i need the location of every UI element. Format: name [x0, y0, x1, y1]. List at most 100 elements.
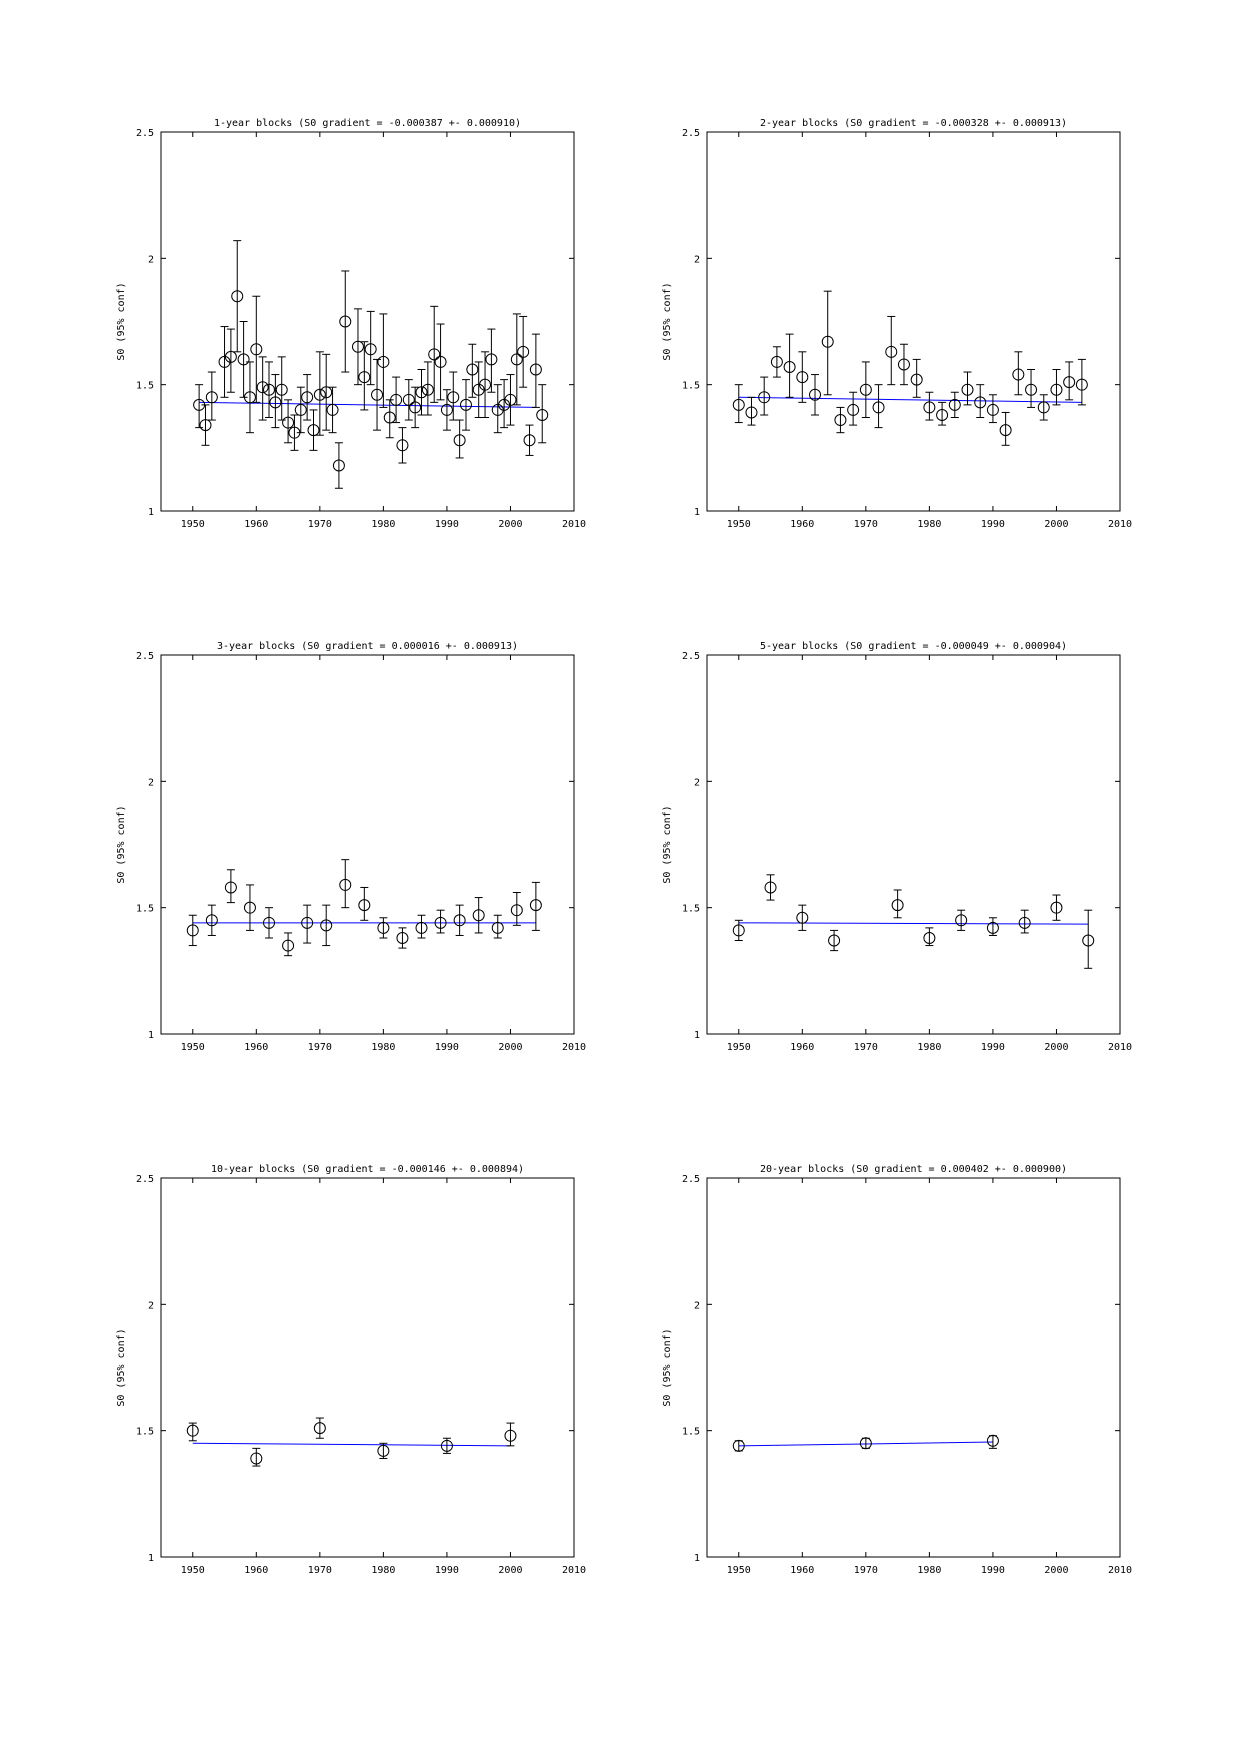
y-tick-label: 2.5	[136, 651, 154, 662]
data-point	[440, 403, 453, 416]
plot-frame	[706, 131, 1121, 512]
x-tick-label: 1990	[435, 519, 459, 530]
data-point	[459, 398, 472, 411]
fit-line	[738, 396, 1082, 403]
x-tick-label: 1980	[371, 1565, 395, 1576]
x-tick-label: 1990	[981, 519, 1005, 530]
data-point	[186, 924, 199, 937]
y-tick-label: 1	[694, 1553, 700, 1564]
y-tick-label: 1	[694, 1030, 700, 1041]
data-point	[256, 381, 269, 394]
x-tick-label: 1970	[308, 519, 332, 530]
data-point	[377, 355, 390, 368]
data-point	[529, 363, 542, 376]
x-tick-label: 2000	[1044, 1042, 1068, 1053]
data-point	[396, 439, 409, 452]
data-point	[199, 419, 212, 432]
y-tick-label: 2	[148, 777, 154, 788]
data-point	[847, 403, 860, 416]
data-point	[923, 401, 936, 414]
x-tick-label: 2000	[498, 519, 522, 530]
plot-frame	[160, 1177, 575, 1558]
data-point	[783, 360, 796, 373]
data-point	[237, 353, 250, 366]
x-tick-label: 1950	[727, 519, 751, 530]
data-point	[364, 343, 377, 356]
data-point	[332, 459, 345, 472]
data-point	[732, 924, 745, 937]
x-tick-label: 1950	[181, 1042, 205, 1053]
y-tick-label: 2.5	[682, 1174, 700, 1185]
data-point	[1012, 368, 1025, 381]
data-point	[383, 411, 396, 424]
x-tick-label: 1970	[308, 1042, 332, 1053]
y-tick-label: 2	[694, 777, 700, 788]
x-tick-label: 1950	[727, 1042, 751, 1053]
x-tick-label: 1970	[854, 1042, 878, 1053]
data-point	[828, 934, 841, 947]
data-point	[891, 899, 904, 912]
data-point	[764, 881, 777, 894]
data-point	[770, 355, 783, 368]
data-point	[961, 383, 974, 396]
data-point	[358, 371, 371, 384]
data-point	[472, 909, 485, 922]
data-point	[491, 921, 504, 934]
y-tick-label: 2.5	[136, 128, 154, 139]
data-point	[421, 383, 434, 396]
y-tick-label: 2	[694, 1300, 700, 1311]
y-tick-label: 2.5	[136, 1174, 154, 1185]
data-point	[205, 914, 218, 927]
x-tick-label: 1980	[917, 519, 941, 530]
y-axis-label: S0 (95% conf)	[116, 1328, 127, 1406]
y-axis-label: S0 (95% conf)	[662, 805, 673, 883]
data-point	[434, 916, 447, 929]
data-point	[243, 391, 256, 404]
data-point	[485, 353, 498, 366]
data-point	[339, 315, 352, 328]
data-point	[224, 350, 237, 363]
y-tick-label: 2	[148, 254, 154, 265]
chart-title: 5-year blocks (S0 gradient = -0.000049 +…	[760, 641, 1067, 652]
x-tick-label: 1960	[244, 1042, 268, 1053]
data-point	[517, 345, 530, 358]
y-axis-label: S0 (95% conf)	[116, 805, 127, 883]
data-point	[974, 396, 987, 409]
data-point	[504, 393, 517, 406]
y-tick-label: 1	[148, 1553, 154, 1564]
x-tick-label: 1950	[181, 1565, 205, 1576]
data-point	[821, 335, 834, 348]
data-point	[377, 1444, 390, 1457]
data-point	[282, 939, 295, 952]
plot-frame	[706, 654, 1121, 1035]
data-point	[231, 290, 244, 303]
x-tick-label: 1990	[435, 1042, 459, 1053]
x-tick-label: 2010	[562, 1565, 586, 1576]
data-point	[224, 881, 237, 894]
x-tick-label: 2010	[1108, 519, 1132, 530]
x-tick-label: 2010	[562, 1042, 586, 1053]
data-point	[796, 911, 809, 924]
x-tick-label: 1990	[981, 1042, 1005, 1053]
x-tick-label: 1990	[981, 1565, 1005, 1576]
y-tick-label: 2.5	[682, 651, 700, 662]
x-tick-label: 1960	[244, 519, 268, 530]
plot-frame	[160, 131, 575, 512]
y-tick-label: 1	[694, 507, 700, 518]
data-point	[859, 1437, 872, 1450]
x-tick-label: 1950	[727, 1565, 751, 1576]
y-tick-label: 1.5	[682, 904, 700, 915]
chart-title: 20-year blocks (S0 gradient = 0.000402 +…	[760, 1164, 1067, 1175]
x-tick-label: 1980	[917, 1565, 941, 1576]
data-point	[809, 388, 822, 401]
data-point	[320, 386, 333, 399]
data-point	[390, 393, 403, 406]
chart-title: 2-year blocks (S0 gradient = -0.000328 +…	[760, 118, 1067, 129]
data-point	[243, 901, 256, 914]
chart-panel-5: 10-year blocks (S0 gradient = -0.000146 …	[116, 1164, 586, 1576]
data-point	[536, 408, 549, 421]
data-point	[447, 391, 460, 404]
data-point	[307, 424, 320, 437]
data-point	[466, 363, 479, 376]
